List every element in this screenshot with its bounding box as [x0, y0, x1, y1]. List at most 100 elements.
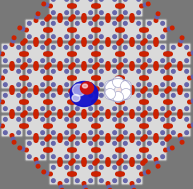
Circle shape	[93, 41, 97, 45]
Circle shape	[148, 83, 151, 86]
Circle shape	[22, 76, 26, 80]
Circle shape	[117, 124, 121, 128]
Circle shape	[191, 75, 193, 79]
FancyBboxPatch shape	[145, 19, 167, 41]
FancyBboxPatch shape	[121, 163, 143, 185]
Circle shape	[44, 124, 47, 128]
Circle shape	[65, 131, 69, 134]
FancyBboxPatch shape	[73, 91, 95, 113]
Circle shape	[21, 100, 25, 104]
Circle shape	[82, 161, 86, 165]
Circle shape	[124, 35, 127, 38]
Circle shape	[124, 131, 127, 134]
Circle shape	[41, 35, 44, 38]
Circle shape	[178, 62, 182, 65]
Circle shape	[58, 160, 62, 164]
Circle shape	[17, 118, 20, 121]
Circle shape	[165, 89, 169, 93]
Circle shape	[130, 112, 134, 116]
Circle shape	[45, 89, 49, 93]
Circle shape	[44, 76, 47, 80]
Circle shape	[119, 172, 123, 176]
Circle shape	[10, 63, 14, 67]
Circle shape	[141, 52, 145, 56]
Circle shape	[137, 46, 141, 49]
Circle shape	[124, 0, 127, 1]
Circle shape	[188, 124, 191, 128]
Circle shape	[70, 148, 74, 152]
Circle shape	[154, 136, 158, 140]
Circle shape	[71, 111, 75, 115]
FancyBboxPatch shape	[25, 67, 47, 89]
Circle shape	[93, 100, 97, 104]
Circle shape	[141, 65, 145, 69]
Circle shape	[49, 28, 52, 32]
FancyBboxPatch shape	[145, 67, 167, 89]
Circle shape	[172, 83, 175, 86]
Circle shape	[89, 94, 92, 97]
Circle shape	[172, 107, 175, 110]
Circle shape	[140, 100, 143, 104]
Circle shape	[117, 17, 121, 21]
Circle shape	[34, 115, 38, 118]
Circle shape	[93, 161, 97, 165]
Circle shape	[28, 83, 31, 86]
Circle shape	[45, 41, 49, 45]
Circle shape	[45, 137, 49, 141]
Circle shape	[100, 46, 103, 49]
Circle shape	[46, 124, 50, 128]
Circle shape	[34, 134, 38, 137]
Circle shape	[0, 51, 1, 55]
Circle shape	[82, 136, 86, 140]
Circle shape	[65, 155, 69, 158]
Circle shape	[142, 100, 146, 104]
Circle shape	[119, 159, 123, 163]
Circle shape	[45, 113, 49, 117]
Circle shape	[169, 76, 172, 80]
Circle shape	[89, 142, 92, 145]
Circle shape	[188, 76, 191, 80]
Circle shape	[58, 87, 62, 91]
Circle shape	[93, 137, 97, 141]
Circle shape	[28, 107, 31, 110]
Circle shape	[45, 171, 49, 175]
Circle shape	[178, 111, 182, 115]
Circle shape	[141, 41, 145, 45]
Circle shape	[1, 100, 4, 104]
Circle shape	[178, 134, 182, 137]
Circle shape	[113, 11, 116, 14]
Circle shape	[140, 148, 143, 152]
Circle shape	[185, 83, 188, 86]
Circle shape	[117, 65, 121, 69]
Circle shape	[46, 100, 50, 104]
Circle shape	[154, 135, 158, 139]
Circle shape	[106, 17, 110, 21]
Circle shape	[130, 137, 134, 141]
Circle shape	[82, 43, 86, 46]
Circle shape	[92, 172, 95, 176]
Circle shape	[172, 131, 175, 134]
Circle shape	[89, 166, 92, 169]
Circle shape	[52, 166, 55, 169]
Circle shape	[104, 81, 115, 91]
Circle shape	[69, 89, 73, 93]
Circle shape	[46, 28, 50, 32]
Circle shape	[113, 142, 116, 145]
Circle shape	[95, 28, 99, 32]
Circle shape	[137, 22, 141, 25]
Circle shape	[119, 87, 123, 91]
Circle shape	[82, 163, 86, 166]
Circle shape	[117, 41, 121, 45]
Circle shape	[167, 100, 171, 104]
Circle shape	[185, 118, 188, 121]
Circle shape	[73, 172, 76, 176]
Circle shape	[69, 161, 73, 165]
Circle shape	[164, 52, 167, 56]
Circle shape	[94, 100, 98, 104]
Circle shape	[113, 0, 116, 1]
FancyBboxPatch shape	[169, 67, 191, 89]
Circle shape	[145, 28, 148, 32]
Circle shape	[69, 113, 73, 117]
Ellipse shape	[72, 94, 80, 101]
Circle shape	[107, 185, 111, 189]
